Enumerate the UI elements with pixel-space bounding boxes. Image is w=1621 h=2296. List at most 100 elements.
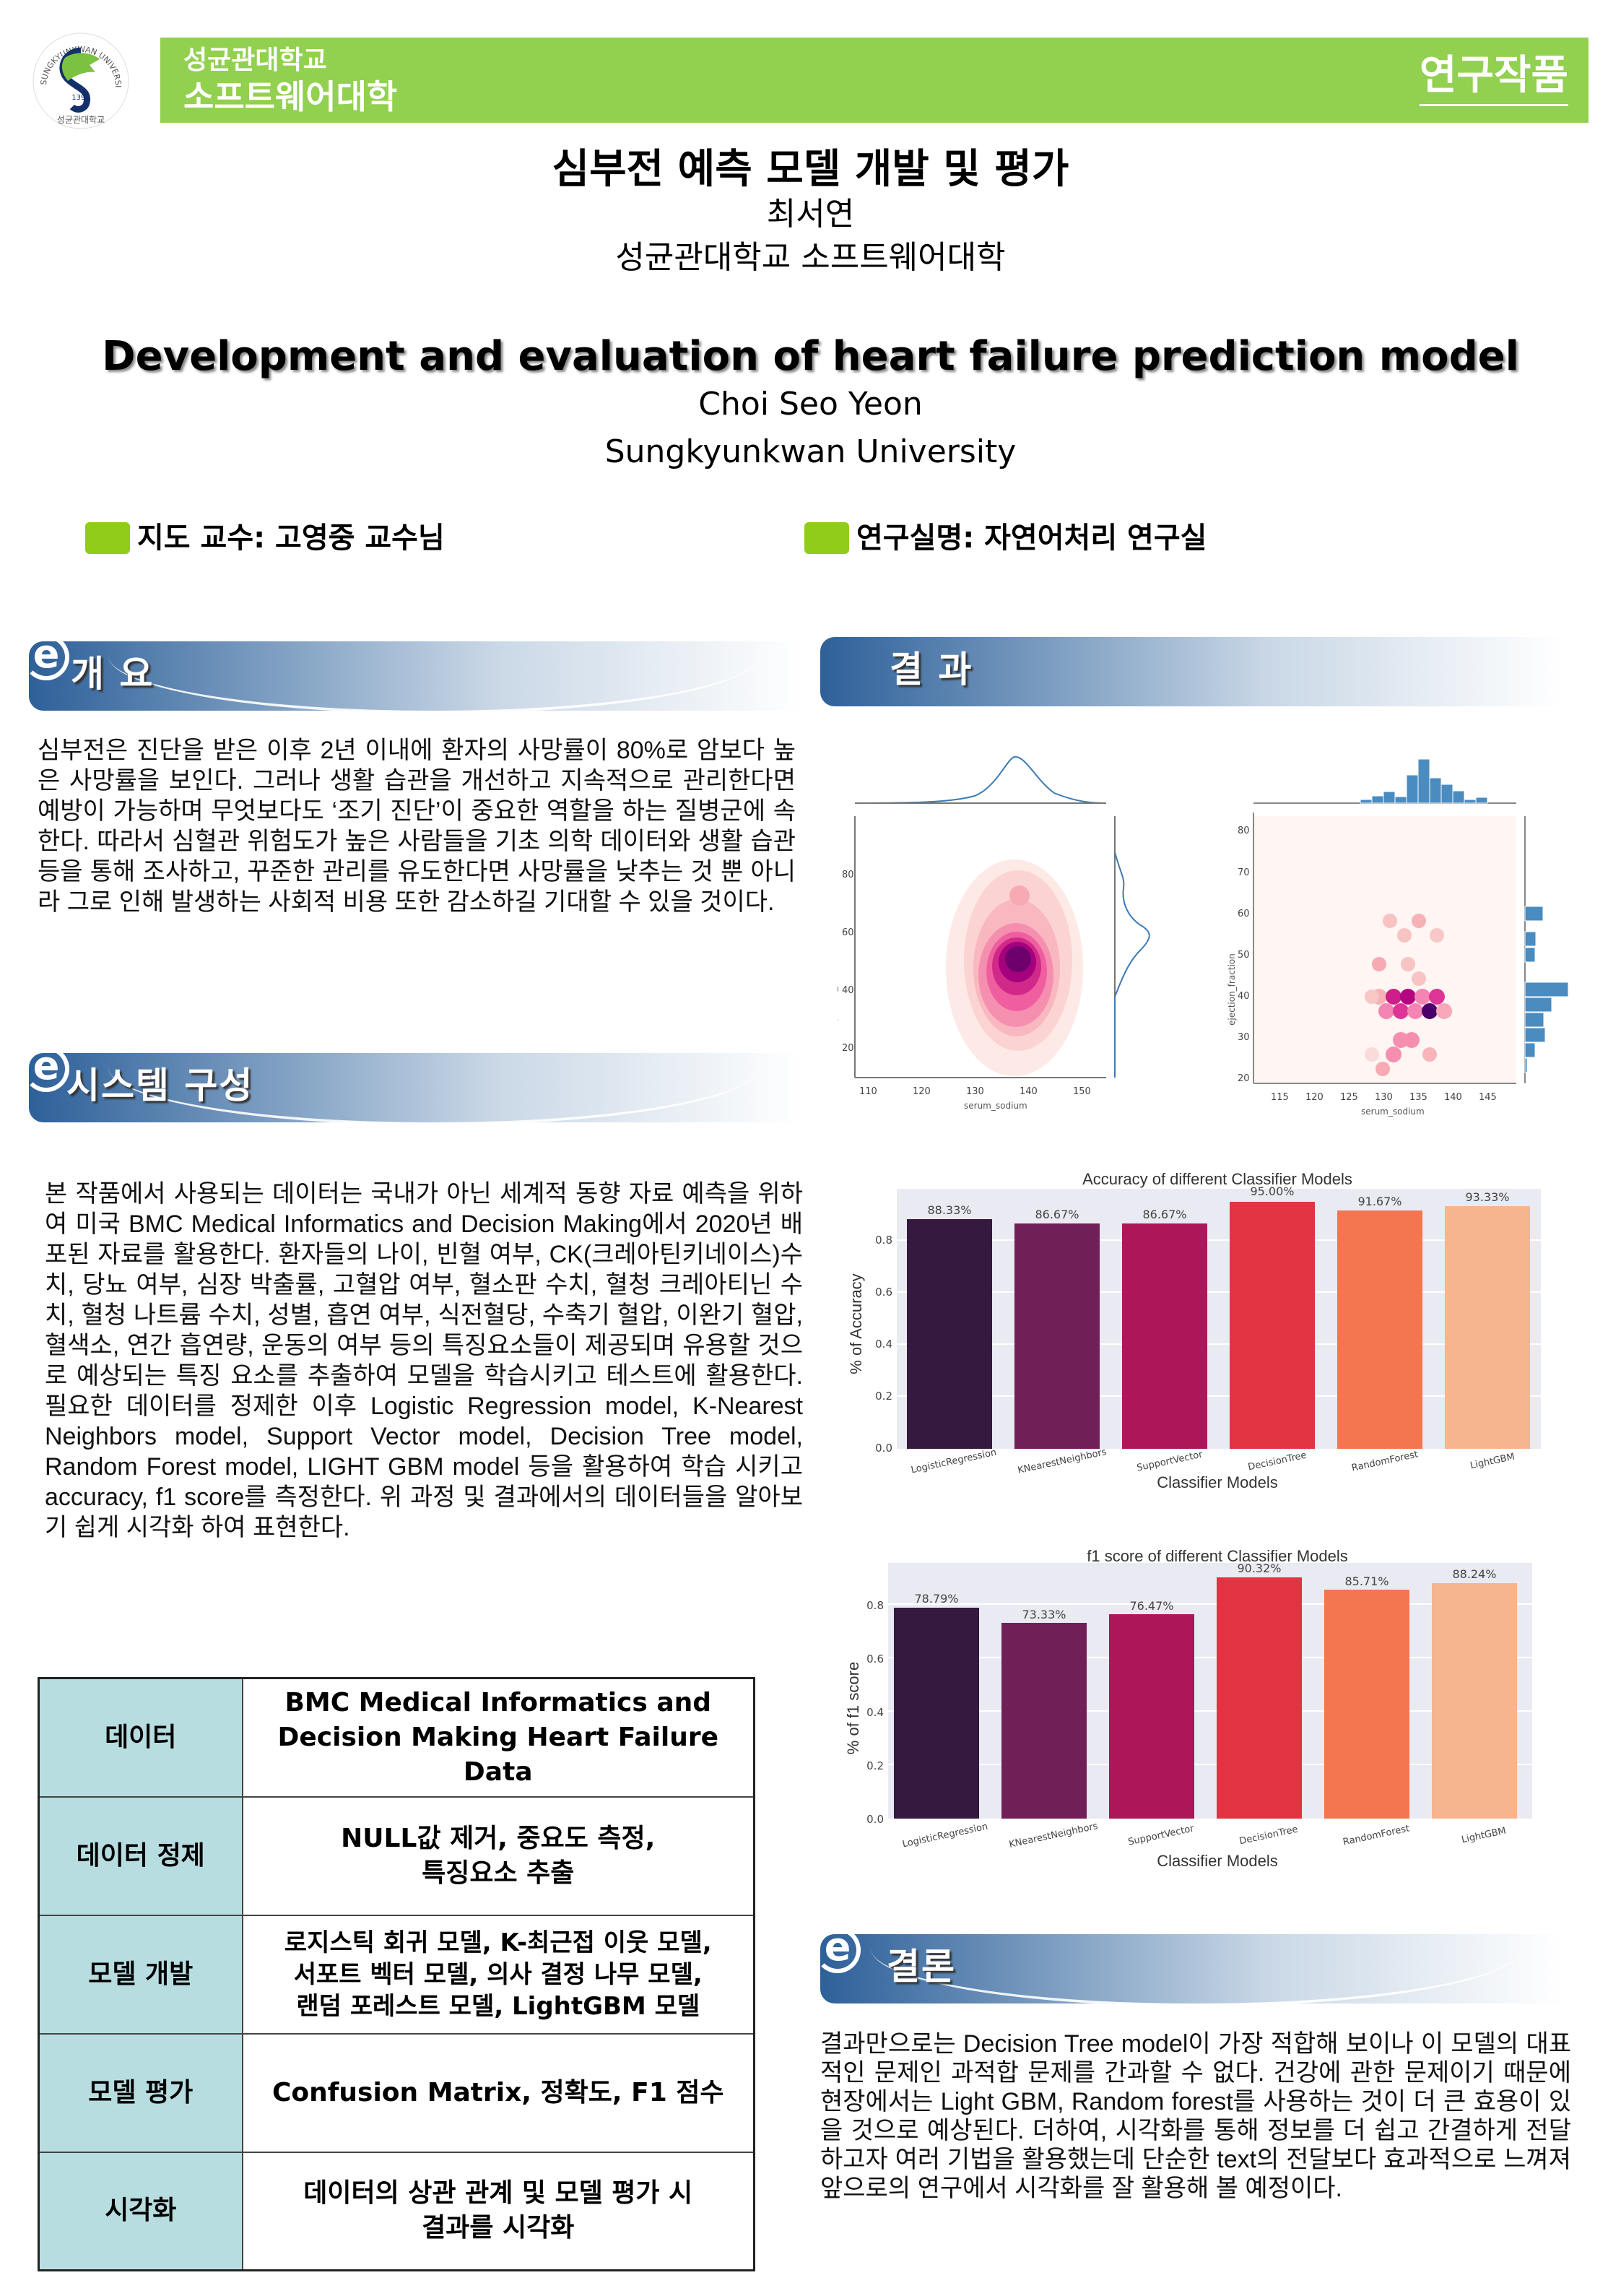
table-row: 시각화 데이터의 상관 관계 및 모델 평가 시 결과를 시각화 bbox=[38, 2151, 755, 2271]
section-header-results: 결 과 bbox=[820, 637, 1564, 706]
section-title: 개 요 bbox=[71, 653, 155, 695]
table-row: 모델 개발 로지스틱 회귀 모델, K-최근접 이웃 모델, 서포트 벡터 모델… bbox=[38, 1914, 755, 2035]
bar-lightgbm bbox=[1445, 1206, 1530, 1449]
header-banner: 성균관대학교 소프트웨어대학 연구작품 bbox=[160, 38, 1589, 123]
title-korean: 심부전 예측 모델 개발 및 평가 bbox=[552, 146, 1069, 193]
svg-text:80: 80 bbox=[842, 870, 854, 880]
chart-title: Accuracy of different Classifier Models bbox=[1082, 1170, 1352, 1188]
bar-value-label: 90.32% bbox=[1237, 1561, 1282, 1575]
svg-text:20: 20 bbox=[842, 1043, 854, 1054]
table-row: 데이터 BMC Medical Informatics and Decision… bbox=[38, 1677, 755, 1798]
lab-info: 연구실명: 자연어처리 연구실 bbox=[804, 519, 1207, 558]
author-english: Choi Seo Yeon bbox=[698, 386, 923, 423]
title-english: Development and evaluation of heart fail… bbox=[102, 333, 1519, 380]
bar-value-label: 86.67% bbox=[1142, 1208, 1187, 1221]
accuracy-bar-chart: Accuracy of different Classifier Models … bbox=[842, 1170, 1593, 1502]
bar-random-forest bbox=[1337, 1210, 1422, 1449]
advisor-info: 지도 교수: 고영중 교수님 bbox=[85, 519, 445, 558]
table-value: 데이터의 상관 관계 및 모델 평가 시 결과를 시각화 bbox=[241, 2151, 755, 2271]
section-header-system: e 시스템 구성 bbox=[29, 1053, 801, 1122]
decorative-swoosh bbox=[108, 641, 758, 711]
section-header-overview: e 개 요 bbox=[29, 641, 801, 711]
bar-value-label: 88.33% bbox=[927, 1203, 972, 1217]
section-title: 결론 bbox=[887, 1946, 956, 1988]
table-value: Confusion Matrix, 정확도, F1 점수 bbox=[241, 2032, 755, 2153]
affiliation-korean: 성균관대학교 소프트웨어대학 bbox=[615, 239, 1006, 276]
affiliation-english: Sungkyunkwan University bbox=[604, 433, 1017, 470]
college-name: 소프트웨어대학 bbox=[183, 77, 398, 116]
table-row: 데이터 정제 NULL값 제거, 중요도 측정, 특징요소 추출 bbox=[38, 1795, 755, 1916]
svg-text:150: 150 bbox=[1073, 1086, 1091, 1097]
svg-text:serum_sodium: serum_sodium bbox=[964, 1101, 1027, 1111]
svg-text:115: 115 bbox=[1271, 1092, 1289, 1103]
table-value: 로지스틱 회귀 모델, K-최근접 이웃 모델, 서포트 벡터 모델, 의사 결… bbox=[241, 1914, 755, 2035]
svg-text:120: 120 bbox=[1305, 1092, 1324, 1103]
f1-bar-chart: f1 score of different Classifier Models … bbox=[842, 1547, 1593, 1886]
svg-text:serum_sodium: serum_sodium bbox=[1361, 1106, 1425, 1117]
x-axis-label: Classifier Models bbox=[1157, 1473, 1278, 1491]
bar-value-label: 86.67% bbox=[1035, 1208, 1079, 1221]
svg-text:80: 80 bbox=[1238, 826, 1250, 836]
e-logo-icon: e bbox=[820, 1934, 861, 1973]
plot-area: 78.79% 73.33% 76.47% 90.32% 85.71% 88.24… bbox=[888, 1561, 1532, 1819]
svg-text:1398: 1398 bbox=[71, 94, 90, 102]
plot-area: 88.33% 86.67% 86.67% 95.00% 91.67% 93.33… bbox=[897, 1184, 1541, 1449]
svg-text:140: 140 bbox=[1020, 1086, 1038, 1097]
conclusion-text: 결과만으로는 Decision Tree model이 가장 적합해 보이나 이… bbox=[820, 2030, 1571, 2202]
bar-logistic-regression bbox=[894, 1608, 979, 1819]
bar-knn bbox=[1001, 1623, 1087, 1819]
bar-value-label: 93.33% bbox=[1465, 1190, 1510, 1204]
svg-text:40: 40 bbox=[1238, 991, 1250, 1002]
advisor-label: 지도 교수: 고영중 교수님 bbox=[137, 521, 445, 555]
table-key: 시각화 bbox=[38, 2151, 243, 2271]
svg-text:130: 130 bbox=[1375, 1092, 1393, 1103]
svg-text:60: 60 bbox=[842, 927, 854, 938]
bullet-square-icon bbox=[804, 522, 849, 554]
system-text: 본 작품에서 사용되는 데이터는 국내가 아닌 세계적 동향 자료 예측을 위하… bbox=[45, 1180, 803, 1541]
author-korean: 최서연 bbox=[766, 196, 855, 233]
bar-knn bbox=[1014, 1223, 1100, 1449]
skku-emblem-icon: SUNGKYUNKWAN UNIVERSITY 1398 성균관대학교 bbox=[27, 23, 129, 129]
university-logo: SUNGKYUNKWAN UNIVERSITY 1398 성균관대학교 bbox=[27, 23, 131, 131]
chart-title: f1 score of different Classifier Models bbox=[1087, 1547, 1348, 1565]
svg-text:125: 125 bbox=[1340, 1092, 1358, 1103]
university-name: 성균관대학교 bbox=[183, 46, 327, 75]
table-value: BMC Medical Informatics and Decision Mak… bbox=[241, 1677, 755, 1798]
system-spec-table: 데이터 BMC Medical Informatics and Decision… bbox=[38, 1677, 755, 2271]
svg-text:성균관대학교: 성균관대학교 bbox=[57, 115, 105, 125]
x-axis-label: Classifier Models bbox=[1157, 1852, 1278, 1870]
svg-text:ejection_fraction: ejection_fraction bbox=[1227, 953, 1237, 1026]
table-key: 모델 개발 bbox=[38, 1914, 243, 2035]
svg-text:145: 145 bbox=[1479, 1092, 1497, 1103]
svg-text:140: 140 bbox=[1444, 1092, 1462, 1103]
e-logo-icon: e bbox=[29, 641, 69, 680]
svg-text:110: 110 bbox=[859, 1086, 877, 1097]
svg-text:60: 60 bbox=[1238, 909, 1250, 919]
decorative-swoosh bbox=[871, 1934, 1521, 2003]
bar-value-label: 76.47% bbox=[1129, 1599, 1174, 1613]
bar-value-label: 73.33% bbox=[1022, 1608, 1066, 1621]
bar-support-vector bbox=[1109, 1614, 1194, 1819]
section-title: 시스템 구성 bbox=[66, 1065, 254, 1106]
table-key: 모델 평가 bbox=[38, 2032, 243, 2153]
bullet-square-icon bbox=[85, 522, 130, 554]
category-tag: 연구작품 bbox=[1419, 51, 1568, 106]
table-value: NULL값 제거, 중요도 측정, 특징요소 추출 bbox=[241, 1795, 755, 1916]
y-axis-label: % of Accuracy bbox=[847, 1273, 865, 1374]
section-header-conclusion: e 결론 bbox=[820, 1934, 1564, 2003]
table-row: 모델 평가 Confusion Matrix, 정확도, F1 점수 bbox=[38, 2032, 755, 2153]
svg-text:30: 30 bbox=[1238, 1032, 1250, 1043]
y-axis-label: % of f1 score bbox=[844, 1661, 862, 1755]
e-logo-icon: e bbox=[29, 1053, 69, 1092]
bar-value-label: 91.67% bbox=[1357, 1195, 1402, 1208]
svg-text:70: 70 bbox=[1238, 867, 1250, 878]
bar-decision-tree bbox=[1230, 1202, 1315, 1449]
section-title: 결 과 bbox=[890, 649, 973, 690]
overview-text: 심부전은 진단을 받은 이후 2년 이내에 환자의 사망률이 80%로 암보다 … bbox=[38, 737, 796, 916]
bar-value-label: 85.71% bbox=[1344, 1574, 1389, 1588]
bar-value-label: 88.24% bbox=[1452, 1567, 1497, 1581]
table-key: 데이터 정제 bbox=[38, 1795, 243, 1916]
svg-text:40: 40 bbox=[842, 985, 854, 996]
